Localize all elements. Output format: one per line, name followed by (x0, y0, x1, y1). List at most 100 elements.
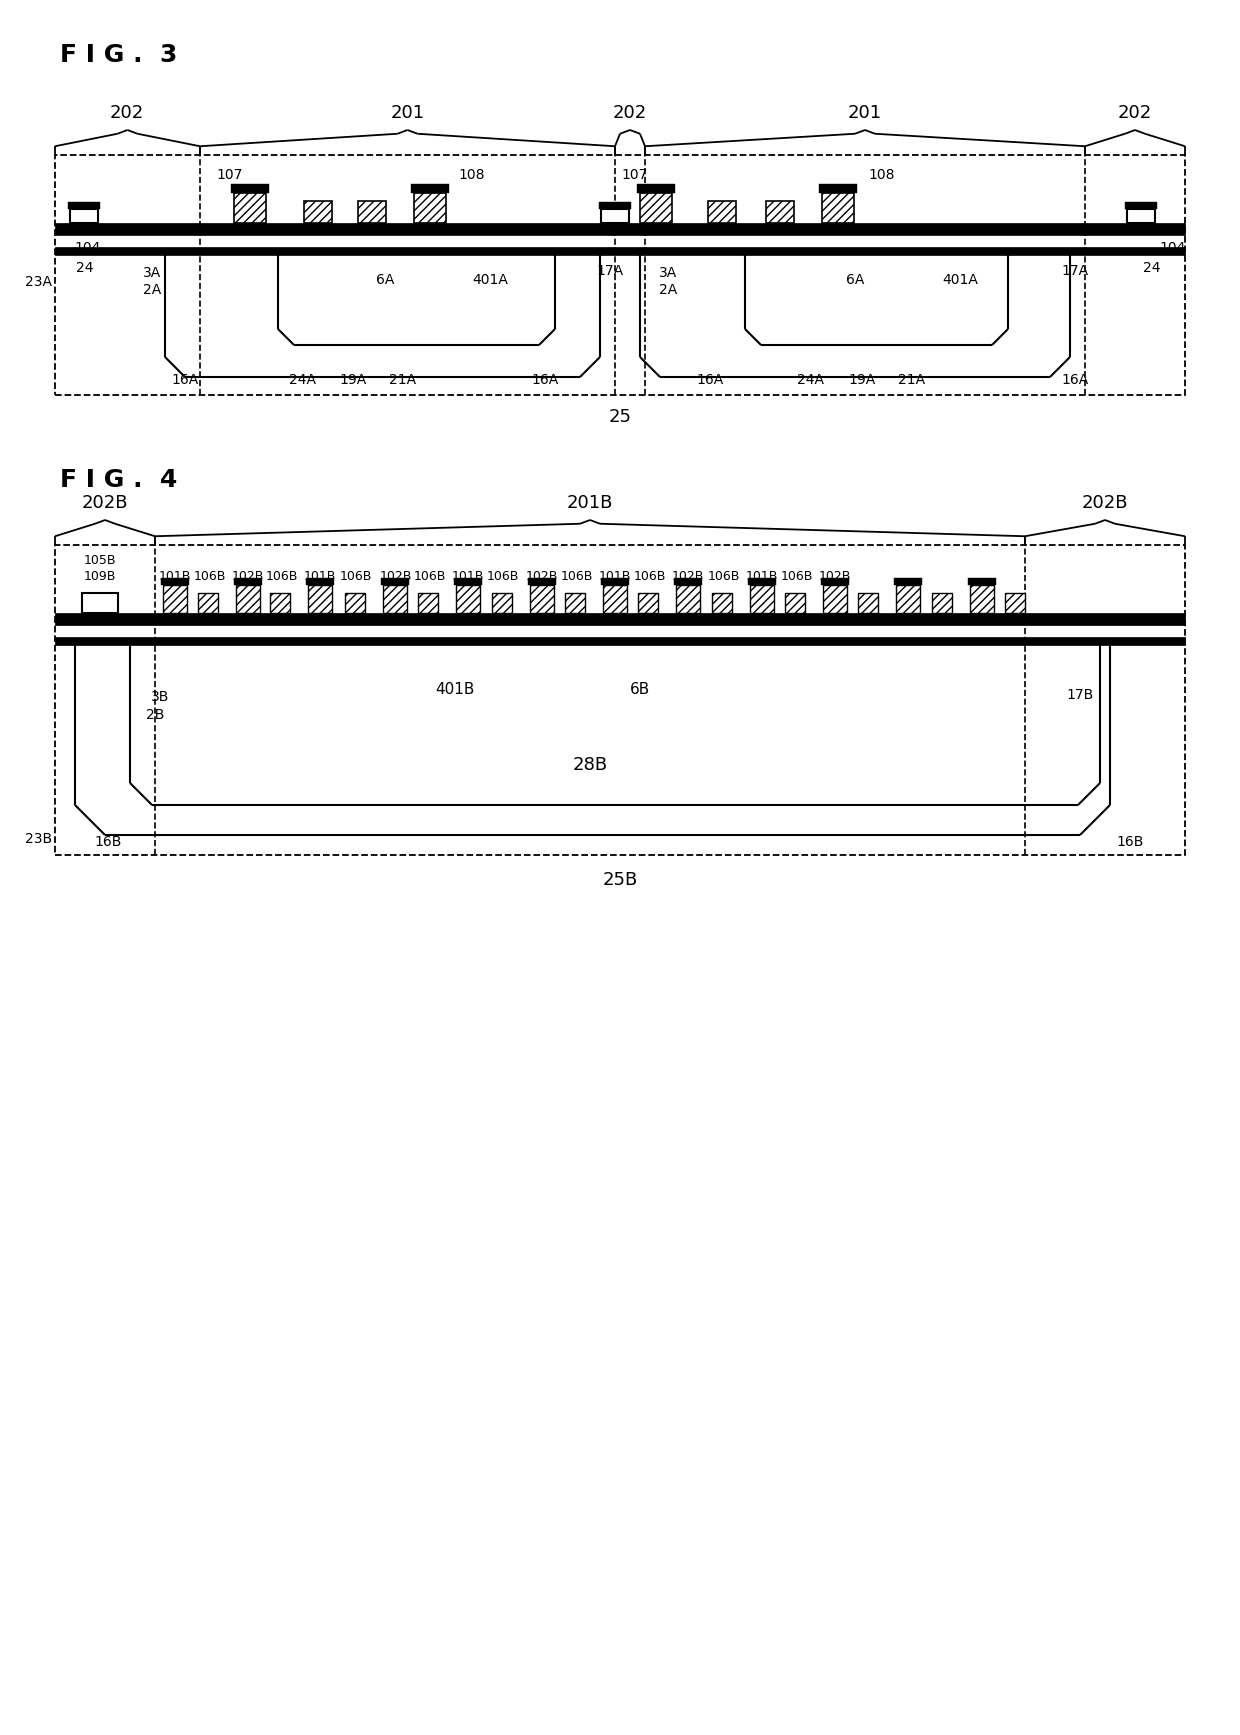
Text: 16B: 16B (1116, 835, 1143, 848)
Text: 24: 24 (76, 260, 94, 276)
Text: 102B: 102B (379, 571, 412, 583)
Text: 202B: 202B (82, 494, 128, 512)
Bar (82, 593, 118, 612)
Text: 104: 104 (74, 241, 102, 255)
Bar (55, 637, 1185, 645)
Text: F I G .  3: F I G . 3 (60, 43, 177, 68)
Bar (894, 578, 923, 585)
Text: 24A: 24A (289, 373, 315, 387)
Text: 6A: 6A (376, 272, 394, 286)
Bar (599, 201, 631, 208)
Bar (234, 578, 262, 585)
Text: 102B: 102B (818, 571, 851, 583)
Text: 106B: 106B (340, 571, 372, 583)
Bar (932, 593, 952, 612)
Text: 101B: 101B (159, 571, 191, 583)
Text: 28B: 28B (573, 756, 608, 774)
Bar (601, 208, 629, 224)
Text: 19A: 19A (848, 373, 875, 387)
Bar (55, 154, 1185, 396)
Text: 102B: 102B (526, 571, 558, 583)
Text: 101B: 101B (451, 571, 484, 583)
Bar (381, 578, 409, 585)
Bar (236, 585, 260, 612)
Bar (766, 201, 794, 224)
Bar (161, 578, 188, 585)
Bar (823, 585, 847, 612)
Bar (750, 585, 774, 612)
Bar (198, 593, 218, 612)
Bar (821, 578, 849, 585)
Bar (603, 585, 627, 612)
Text: 17A: 17A (596, 264, 624, 278)
Bar (708, 201, 737, 224)
Bar (55, 612, 1185, 625)
Text: 106B: 106B (708, 571, 740, 583)
Bar (69, 208, 98, 224)
Text: 202: 202 (1118, 104, 1152, 121)
Text: 19A: 19A (340, 373, 367, 387)
Bar (640, 193, 672, 224)
Text: 6A: 6A (846, 272, 864, 286)
Bar (304, 201, 332, 224)
Bar (234, 193, 267, 224)
Text: 106B: 106B (193, 571, 226, 583)
Bar (383, 585, 407, 612)
Text: 24: 24 (1143, 260, 1161, 276)
Bar (858, 593, 878, 612)
Text: 3B: 3B (151, 691, 169, 704)
Bar (55, 246, 1185, 255)
Text: 109B: 109B (84, 571, 117, 583)
Text: 2A: 2A (143, 283, 161, 297)
Bar (968, 578, 996, 585)
Bar (306, 578, 334, 585)
Bar (676, 585, 701, 612)
Bar (55, 224, 1185, 234)
Bar (748, 578, 776, 585)
Text: 6B: 6B (630, 682, 650, 697)
Text: 107: 107 (621, 168, 649, 182)
Text: 101B: 101B (599, 571, 631, 583)
Bar (675, 578, 702, 585)
Text: 108: 108 (459, 168, 485, 182)
Text: 16A: 16A (171, 373, 198, 387)
Bar (454, 578, 482, 585)
Text: 24A: 24A (796, 373, 823, 387)
Bar (785, 593, 805, 612)
Text: 2B: 2B (146, 708, 164, 722)
Bar (418, 593, 438, 612)
Text: 16A: 16A (697, 373, 724, 387)
Text: 108: 108 (869, 168, 895, 182)
Text: 102B: 102B (672, 571, 704, 583)
Bar (970, 585, 994, 612)
Bar (55, 545, 1185, 855)
Bar (231, 184, 269, 193)
Text: 21A: 21A (899, 373, 925, 387)
Bar (601, 578, 629, 585)
Bar (529, 585, 554, 612)
Text: 202B: 202B (1081, 494, 1128, 512)
Bar (358, 201, 386, 224)
Text: 3A: 3A (658, 265, 677, 279)
Text: 107: 107 (217, 168, 243, 182)
Bar (712, 593, 732, 612)
Bar (68, 201, 100, 208)
Bar (270, 593, 290, 612)
Bar (639, 593, 658, 612)
Text: 23A: 23A (25, 276, 52, 290)
Text: 201B: 201B (567, 494, 614, 512)
Bar (308, 585, 332, 612)
Text: 16A: 16A (1061, 373, 1089, 387)
Text: 25: 25 (609, 408, 631, 427)
Text: 106B: 106B (560, 571, 593, 583)
Text: 23B: 23B (25, 833, 52, 847)
Text: 104: 104 (1159, 241, 1187, 255)
Bar (492, 593, 512, 612)
Text: 16B: 16B (94, 835, 122, 848)
Text: 101B: 101B (745, 571, 779, 583)
Text: 16A: 16A (532, 373, 559, 387)
Text: 106B: 106B (781, 571, 813, 583)
Text: 17A: 17A (1061, 264, 1089, 278)
Text: 102B: 102B (232, 571, 264, 583)
Text: 2A: 2A (658, 283, 677, 297)
